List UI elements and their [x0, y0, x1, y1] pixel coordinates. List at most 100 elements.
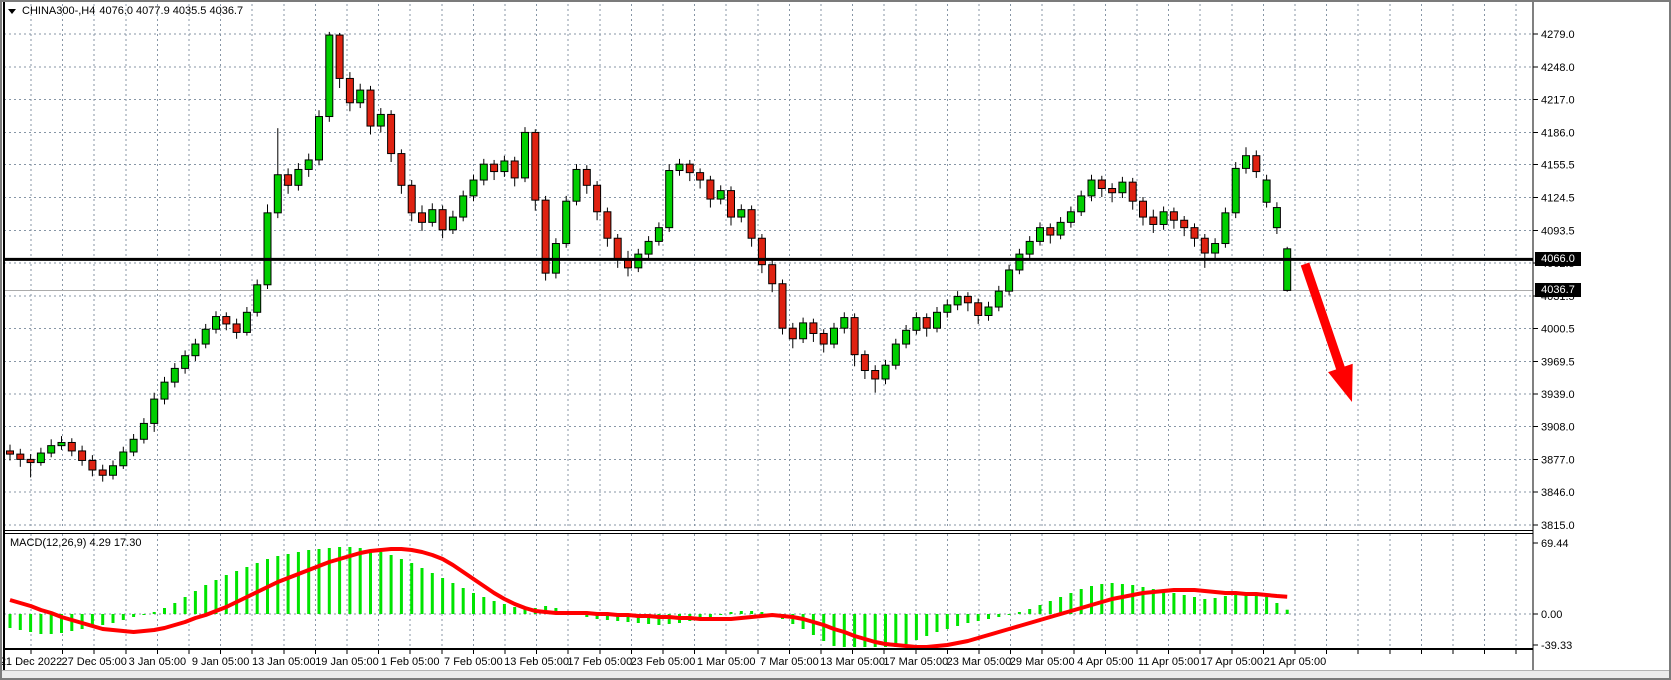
candle-up	[840, 317, 849, 329]
candle-up	[325, 34, 334, 118]
macd-bar	[523, 609, 527, 614]
candle-down	[706, 179, 715, 200]
candle-up	[242, 311, 251, 333]
candle-up	[799, 322, 808, 340]
time-axis-label: 23 Mar 05:00	[947, 656, 1012, 668]
ohlc-readout: 4076.0 4077.9 4035.5 4036.7	[99, 5, 244, 17]
macd-bar	[801, 614, 805, 629]
macd-bar	[214, 580, 218, 614]
candle-up	[521, 131, 529, 179]
candle-down	[490, 163, 499, 173]
candle-up	[469, 179, 478, 197]
candle-up	[1221, 212, 1230, 245]
candle-down	[860, 354, 869, 372]
candle-down	[1169, 211, 1178, 221]
candle-up	[994, 290, 1003, 308]
symbol-dropdown-icon[interactable]	[8, 8, 16, 14]
candle-up	[294, 168, 303, 186]
candle-down	[850, 317, 859, 356]
candle-up	[119, 451, 128, 467]
macd-bar	[729, 612, 733, 614]
macd-bar	[1131, 585, 1135, 614]
macd-bar	[389, 555, 393, 614]
hline-price-tag[interactable]: 4066.0	[1535, 252, 1581, 267]
candle-up	[984, 306, 993, 316]
candle-down	[1180, 219, 1189, 229]
macd-bar	[60, 614, 63, 633]
candle-up	[109, 465, 117, 476]
candle-up	[201, 328, 210, 345]
time-axis-label: 9 Jan 05:00	[192, 656, 250, 668]
candle-up	[902, 329, 911, 345]
price-axis-label: 3877.0	[1541, 454, 1575, 466]
candle-down	[387, 113, 396, 155]
candle-down	[974, 302, 983, 316]
down-arrow-annotation[interactable]	[1300, 262, 1353, 402]
macd-bar	[399, 559, 403, 614]
candle-down	[1190, 227, 1199, 239]
candle-up	[1262, 179, 1271, 203]
price-axis-label: 4279.0	[1541, 29, 1575, 41]
candle-up	[273, 174, 282, 214]
window-bottom-strip	[2, 670, 1669, 678]
candle-up	[716, 190, 725, 200]
macd-bar	[90, 614, 94, 627]
macd-bar	[49, 614, 53, 634]
candle-down	[1200, 237, 1209, 254]
macd-signal-line	[9, 547, 1288, 649]
macd-bar	[1017, 612, 1021, 614]
candle-down	[1139, 200, 1147, 218]
candle-down	[963, 295, 972, 304]
macd-bar	[1182, 595, 1186, 614]
macd-bar	[18, 614, 22, 630]
time-axis-label: 17 Mar 05:00	[883, 656, 948, 668]
candle-up	[572, 168, 581, 202]
macd-bar	[636, 614, 640, 623]
time-axis-label: 17 Feb 05:00	[567, 656, 632, 668]
time-axis-label: 21 Dec 2022	[2, 656, 62, 668]
candle-down	[366, 89, 375, 127]
time-axis-label: 1 Mar 05:00	[697, 656, 756, 668]
macd-bar	[173, 603, 177, 614]
candle-up	[1056, 221, 1065, 236]
chart-title: CHINA300-,H4 4076.0 4077.9 4035.5 4036.7	[8, 5, 243, 17]
candle-down	[768, 264, 777, 285]
candle-up	[1283, 248, 1292, 291]
candle-down	[1108, 187, 1117, 194]
candle-down	[603, 211, 612, 239]
candle-up	[263, 212, 272, 286]
candle-up	[1242, 155, 1250, 169]
candle-down	[819, 332, 828, 345]
macd-bar	[1162, 591, 1166, 614]
macd-bar	[492, 601, 496, 614]
macd-bar	[739, 611, 743, 614]
macd-bar	[1007, 614, 1011, 615]
candle-down	[1149, 216, 1158, 225]
axis-ticks	[30, 33, 1538, 654]
macd-bar	[966, 614, 970, 623]
macd-bar	[945, 614, 949, 629]
macd-bar	[451, 583, 455, 614]
candle-down	[284, 174, 293, 186]
macd-bar	[121, 614, 125, 620]
price-axis-label: 3969.5	[1541, 357, 1575, 369]
candle-down	[1128, 181, 1137, 202]
candle-down	[510, 160, 519, 179]
macd-bar	[317, 549, 321, 614]
macd-axis-label: 0.00	[1541, 609, 1562, 621]
macd-bar	[585, 614, 589, 617]
candle-down	[593, 184, 602, 213]
macd-bar	[894, 614, 898, 647]
candle-down	[727, 190, 735, 218]
time-axis-label: 13 Mar 05:00	[820, 656, 885, 668]
candle-down	[788, 327, 797, 340]
candle-up	[1015, 253, 1024, 271]
candle-up	[129, 438, 138, 453]
candle-up	[500, 160, 509, 173]
time-axis-label: 27 Dec 05:00	[61, 656, 126, 668]
macd-bar	[708, 614, 712, 617]
macd-bar	[698, 614, 702, 619]
candle-down	[778, 283, 787, 329]
